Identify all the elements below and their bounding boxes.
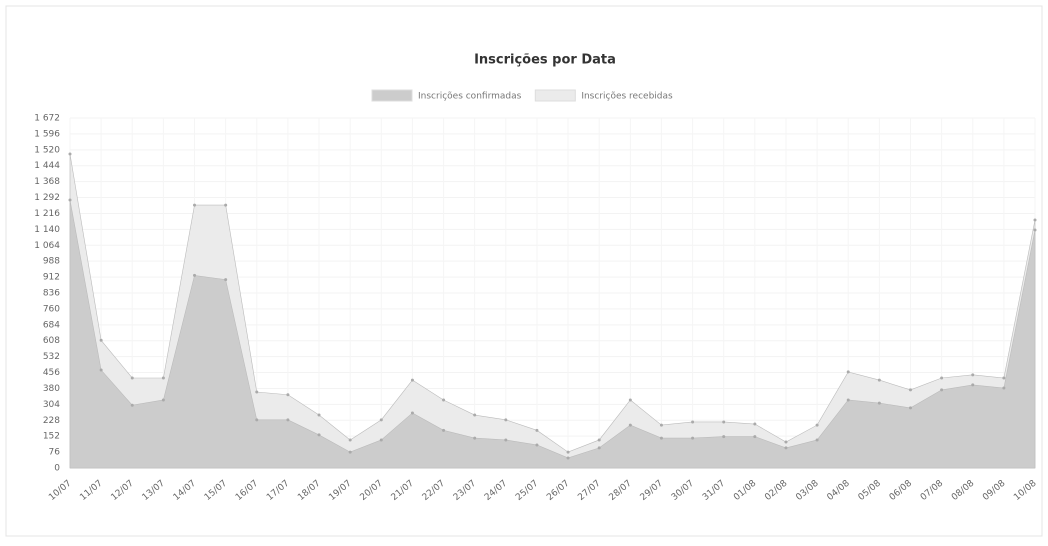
point bbox=[940, 388, 944, 392]
point bbox=[224, 203, 228, 207]
point bbox=[566, 456, 570, 460]
y-tick-label: 228 bbox=[43, 416, 60, 426]
point bbox=[753, 435, 757, 439]
legend-label: Inscrições recebidas bbox=[581, 92, 673, 102]
point bbox=[597, 438, 601, 442]
point bbox=[597, 446, 601, 450]
point bbox=[1033, 228, 1037, 232]
legend-swatch bbox=[534, 89, 576, 102]
y-tick-label: 988 bbox=[43, 257, 60, 267]
legend-swatch bbox=[371, 89, 413, 102]
point bbox=[161, 398, 165, 402]
point bbox=[877, 378, 881, 382]
point bbox=[193, 203, 197, 207]
y-tick-label: 0 bbox=[54, 464, 60, 474]
point bbox=[722, 435, 726, 439]
point bbox=[161, 376, 165, 380]
point bbox=[1033, 218, 1037, 222]
legend-label: Inscrições confirmadas bbox=[418, 92, 522, 102]
y-tick-label: 1 596 bbox=[34, 129, 60, 139]
point bbox=[566, 450, 570, 454]
point bbox=[410, 411, 414, 415]
point bbox=[504, 438, 508, 442]
y-tick-label: 912 bbox=[43, 273, 60, 283]
point bbox=[473, 413, 477, 417]
point bbox=[815, 438, 819, 442]
point bbox=[193, 273, 197, 277]
point bbox=[286, 418, 290, 422]
y-tick-label: 1 140 bbox=[34, 225, 60, 235]
point bbox=[1002, 386, 1006, 390]
point bbox=[940, 376, 944, 380]
y-tick-label: 1 216 bbox=[34, 209, 60, 219]
y-tick-label: 1 368 bbox=[34, 177, 60, 187]
point bbox=[908, 388, 912, 392]
y-tick-label: 1 064 bbox=[34, 241, 60, 251]
point bbox=[68, 152, 72, 156]
y-tick-label: 532 bbox=[43, 352, 60, 362]
point bbox=[659, 423, 663, 427]
y-tick-label: 684 bbox=[43, 320, 60, 330]
point bbox=[784, 440, 788, 444]
point bbox=[535, 443, 539, 447]
point bbox=[442, 428, 446, 432]
point bbox=[846, 398, 850, 402]
point bbox=[1002, 376, 1006, 380]
point bbox=[473, 436, 477, 440]
point bbox=[877, 401, 881, 405]
point bbox=[628, 423, 632, 427]
point bbox=[255, 390, 259, 394]
point bbox=[908, 406, 912, 410]
point bbox=[68, 198, 72, 202]
y-tick-label: 1 444 bbox=[34, 161, 60, 171]
point bbox=[971, 373, 975, 377]
y-tick-label: 760 bbox=[43, 304, 60, 314]
point bbox=[815, 423, 819, 427]
point bbox=[442, 398, 446, 402]
point bbox=[691, 420, 695, 424]
point bbox=[410, 378, 414, 382]
point bbox=[348, 438, 352, 442]
point bbox=[130, 403, 134, 407]
point bbox=[379, 418, 383, 422]
point bbox=[130, 376, 134, 380]
point bbox=[722, 420, 726, 424]
y-tick-label: 1 292 bbox=[34, 193, 60, 203]
y-tick-label: 1 520 bbox=[34, 145, 60, 155]
point bbox=[628, 398, 632, 402]
point bbox=[348, 450, 352, 454]
point bbox=[846, 370, 850, 374]
y-tick-label: 304 bbox=[43, 400, 60, 410]
point bbox=[659, 436, 663, 440]
point bbox=[286, 393, 290, 397]
y-tick-label: 608 bbox=[43, 336, 60, 346]
point bbox=[317, 413, 321, 417]
point bbox=[784, 446, 788, 450]
y-tick-label: 836 bbox=[43, 289, 60, 299]
y-tick-label: 1 672 bbox=[34, 114, 60, 124]
point bbox=[691, 436, 695, 440]
point bbox=[317, 433, 321, 437]
point bbox=[224, 278, 228, 282]
y-tick-label: 380 bbox=[43, 384, 60, 394]
point bbox=[255, 418, 259, 422]
y-tick-label: 152 bbox=[43, 432, 60, 442]
point bbox=[504, 418, 508, 422]
point bbox=[379, 438, 383, 442]
point bbox=[99, 368, 103, 372]
point bbox=[99, 338, 103, 342]
y-tick-label: 76 bbox=[49, 448, 61, 458]
y-tick-label: 456 bbox=[43, 368, 60, 378]
point bbox=[971, 383, 975, 387]
point bbox=[753, 422, 757, 426]
chart-title: Inscrições por Data bbox=[474, 53, 616, 68]
point bbox=[535, 428, 539, 432]
